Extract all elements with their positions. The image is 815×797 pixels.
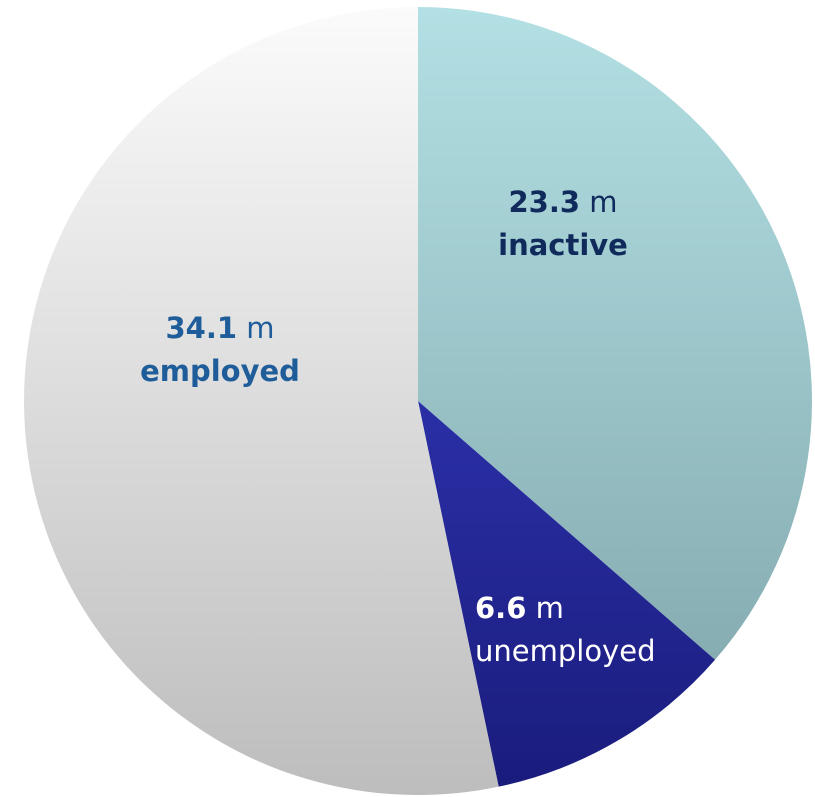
slice-value-unemployed: 6.6 [475, 591, 526, 625]
slice-category-label-unemployed: unemployed [475, 634, 655, 668]
pie-slice-unemployed [418, 401, 716, 787]
slice-unit-employed: m [237, 311, 274, 345]
slice-unit-unemployed: m [526, 591, 563, 625]
slice-unit-inactive: m [580, 185, 617, 219]
pie-slice-inactive [418, 7, 812, 660]
slice-value-employed: 34.1 [165, 311, 237, 345]
labels-layer: 23.3 m inactive 6.6 m unemployed 34.1 m emplo… [140, 185, 655, 668]
slice-value-label-employed: 34.1 m [165, 311, 274, 345]
slice-value-label-inactive: 23.3 m [508, 185, 617, 219]
slice-category-label-employed: employed [140, 354, 300, 388]
slice-category-label-inactive: inactive [498, 228, 628, 262]
slice-value-label-unemployed: 6.6 m [475, 591, 564, 625]
pie-slice-employed [24, 7, 499, 795]
slices-layer [24, 7, 812, 795]
slice-value-inactive: 23.3 [508, 185, 580, 219]
